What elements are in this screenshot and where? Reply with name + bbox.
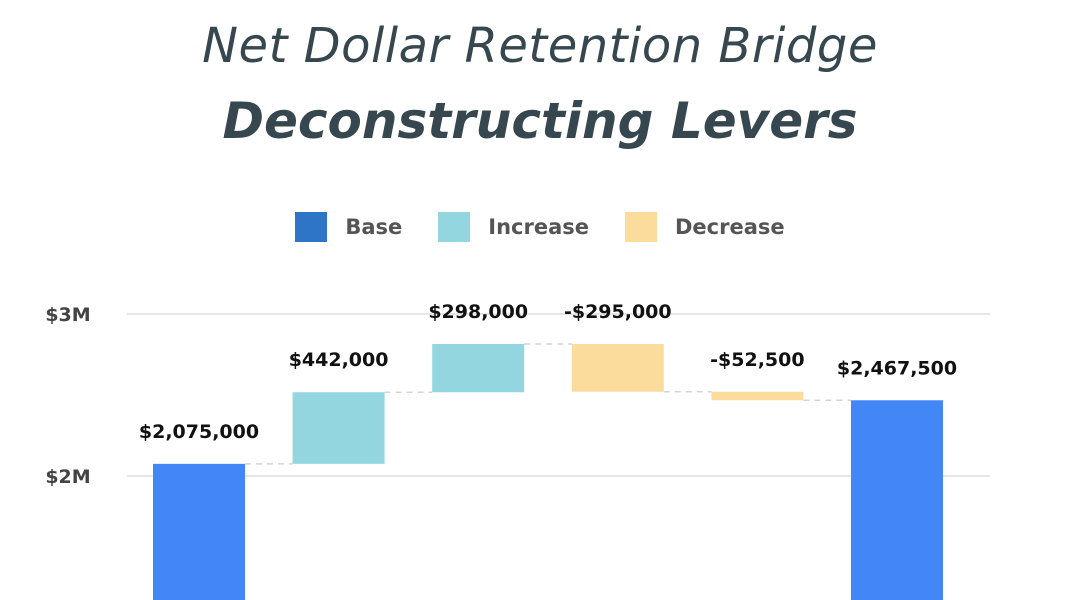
data-label: $442,000 (289, 349, 389, 371)
y-tick-label: $3M (45, 304, 90, 326)
chart-title: Net Dollar Retention Bridge (202, 18, 878, 74)
legend-item-decrease: Decrease (625, 212, 785, 242)
bar-increase (432, 343, 525, 393)
data-label: $2,075,000 (139, 421, 259, 443)
bar-increase (292, 392, 385, 464)
legend-label-decrease: Decrease (675, 215, 785, 239)
bar-decrease (571, 343, 664, 392)
data-label: $298,000 (428, 301, 528, 323)
bar-decrease (711, 391, 804, 401)
legend-swatch-base (295, 212, 328, 242)
legend-swatch-increase (438, 212, 471, 242)
data-label: $2,467,500 (837, 357, 957, 379)
legend-label-increase: Increase (488, 215, 589, 239)
bar-base (153, 463, 245, 600)
legend-swatch-decrease (625, 212, 657, 242)
chart-subtitle: Deconstructing Levers (222, 92, 858, 150)
data-label: -$295,000 (564, 301, 672, 323)
bar-base (851, 400, 943, 600)
legend: Base Increase Decrease (0, 212, 1080, 242)
data-label: -$52,500 (710, 349, 804, 371)
legend-item-base: Base (295, 212, 402, 242)
legend-item-increase: Increase (438, 212, 589, 242)
legend-label-base: Base (345, 215, 403, 239)
y-tick-label: $2M (45, 466, 90, 488)
